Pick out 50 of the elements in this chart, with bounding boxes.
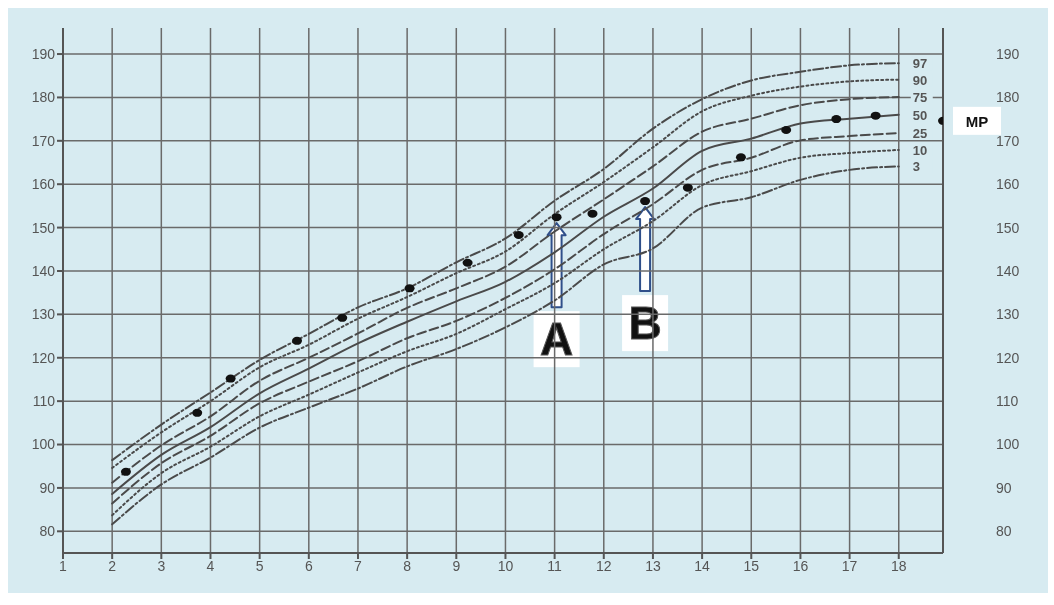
x-tick-label: 12 — [595, 557, 612, 574]
y2-tick-label: 90 — [996, 479, 1012, 496]
series-label: 90 — [912, 72, 928, 88]
x-tick-label: 16 — [792, 557, 809, 574]
y-tick-label: 130 — [31, 306, 56, 323]
x-tick-label: 8 — [403, 557, 412, 574]
series-label: 50 — [912, 107, 928, 123]
series-label: 3 — [912, 159, 920, 175]
y-tick-label: 100 — [31, 436, 56, 453]
y-tick-label: 190 — [31, 46, 56, 62]
y-tick-label: 150 — [31, 219, 56, 236]
x-tick-label: 2 — [108, 557, 117, 574]
y-tick-label: 90 — [39, 479, 56, 496]
x-tick-label: 1 — [59, 557, 68, 574]
x-tick-label: 18 — [890, 557, 907, 574]
series-label: 25 — [912, 126, 928, 141]
x-tick-label: 4 — [206, 557, 215, 574]
x-tick-label: 15 — [743, 557, 760, 574]
y2-tick-label: 120 — [996, 349, 1020, 366]
y-tick-label: 120 — [31, 349, 56, 366]
y2-tick-label: 130 — [996, 306, 1020, 323]
y2-tick-label: 140 — [996, 262, 1020, 279]
y2-tick-label: 100 — [996, 436, 1020, 453]
x-tick-label: 7 — [354, 557, 363, 574]
y2-tick-label: 160 — [996, 176, 1020, 193]
x-tick-label: 17 — [841, 557, 858, 574]
series-label: 75 — [912, 89, 928, 105]
y-tick-label: 110 — [32, 393, 56, 410]
y2-tick-label: 180 — [996, 89, 1020, 106]
x-tick-label: 5 — [255, 557, 264, 574]
x-tick-label: 13 — [645, 557, 661, 574]
x-tick-label: 10 — [497, 557, 514, 574]
x-tick-label: 9 — [452, 557, 461, 574]
y-tick-label: 170 — [31, 132, 56, 149]
series-label: 97 — [912, 56, 928, 72]
x-tick-label: 6 — [304, 557, 313, 574]
annotation: MP — [965, 112, 989, 130]
y2-tick-label: 150 — [996, 219, 1020, 236]
x-tick-label: 14 — [694, 557, 711, 574]
y2-tick-label: 170 — [996, 132, 1020, 149]
y-tick-label: 160 — [31, 176, 56, 193]
y2-tick-label: 110 — [996, 393, 1019, 410]
y-tick-label: 80 — [39, 523, 56, 540]
series-label: 10 — [912, 142, 928, 158]
y2-tick-label: 80 — [996, 523, 1012, 540]
y-tick-label: 180 — [31, 89, 56, 106]
x-tick-label: 3 — [157, 557, 166, 574]
y2-tick-label: 190 — [996, 46, 1020, 62]
y-tick-label: 140 — [31, 262, 56, 279]
x-tick-label: 11 — [547, 557, 563, 574]
